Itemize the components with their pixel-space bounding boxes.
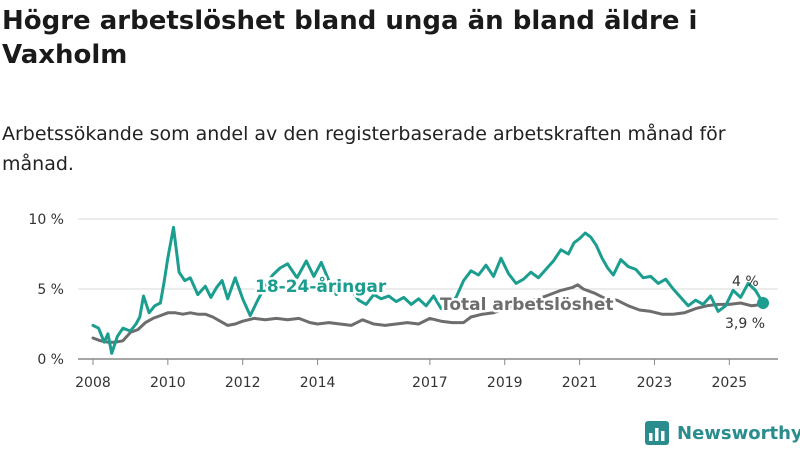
series-end-marker-youth [757, 297, 770, 309]
x-tick-label: 2017 [412, 375, 448, 391]
x-axis-ticks: 2008 2010 2012 2014 2017 2019 2021 2023 2025 [75, 359, 747, 391]
series-line-total [91, 283, 765, 344]
bar-chart-logo-icon [645, 421, 669, 445]
y-tick-label: 5 % [37, 282, 64, 298]
x-tick-label: 2014 [300, 375, 336, 391]
x-tick-label: 2019 [487, 375, 523, 391]
y-tick-label: 10 % [28, 212, 64, 228]
y-axis-ticks: 0 % 5 % 10 % [28, 212, 64, 368]
annotation-total-label: Total arbetslöshet [440, 295, 614, 315]
x-tick-label: 2012 [225, 375, 261, 391]
series-line-youth [91, 225, 765, 355]
x-tick-label: 2023 [637, 375, 673, 391]
end-label-total: 3,9 % [725, 316, 765, 332]
x-tick-label: 2021 [562, 375, 598, 391]
brand-logo: Newsworthy [645, 420, 800, 446]
y-tick-label: 0 % [37, 352, 64, 368]
chart-subtitle: Arbetssökande som andel av den registerb… [2, 123, 726, 175]
x-tick-label: 2010 [150, 375, 186, 391]
x-tick-label: 2008 [75, 375, 111, 391]
chart-title: Högre arbetslöshet bland unga än bland ä… [2, 6, 698, 70]
x-tick-label: 2025 [712, 375, 748, 391]
end-label-youth: 4 % [732, 274, 759, 290]
annotation-youth-label: 18-24-åringar [255, 275, 387, 297]
brand-name: Newsworthy [677, 422, 800, 444]
